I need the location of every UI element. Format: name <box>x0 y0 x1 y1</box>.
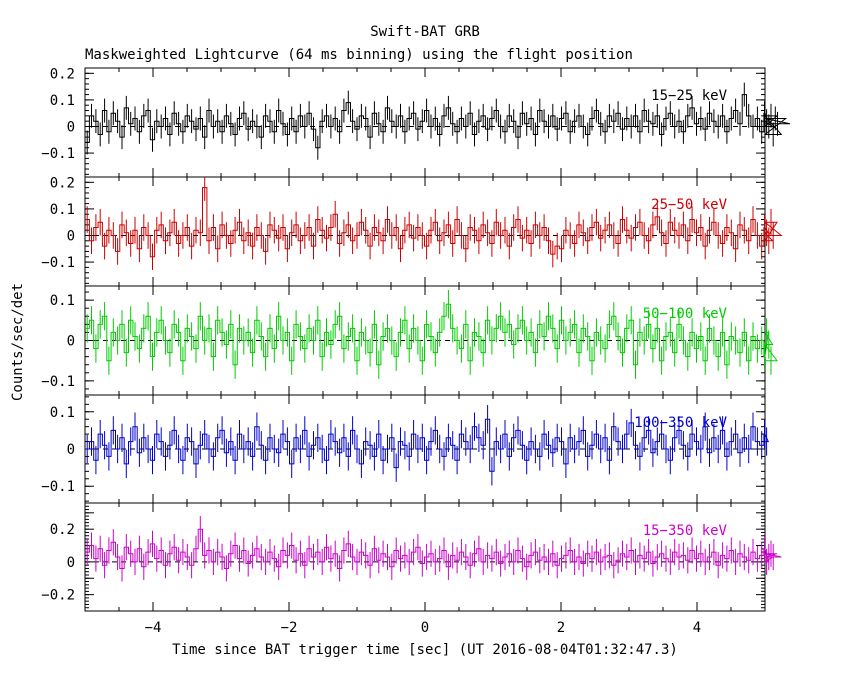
panel-2-ytick-label: 0 <box>67 228 75 244</box>
panel-3-series-line <box>85 303 778 366</box>
panel-5-band-label: 15−350 keV <box>643 523 728 539</box>
panel-1-series-line <box>85 94 791 149</box>
panel-1-band-label: 15−25 keV <box>651 88 727 104</box>
chart-subtitle: Maskweighted Lightcurve (64 ms binning) … <box>85 47 633 63</box>
panel-3-band-label: 50−100 keV <box>643 306 728 322</box>
xtick-label: −4 <box>145 620 162 636</box>
panel-4-ytick-label: 0 <box>67 442 75 458</box>
panel-2-ytick-label: 0.2 <box>50 175 75 191</box>
panel-1-ytick-label: 0.1 <box>50 93 75 109</box>
panel-1-ytick-label: 0 <box>67 119 75 135</box>
y-axis-label: Counts/sec/det <box>10 283 26 401</box>
panel-3-ytick-label: −0.1 <box>41 374 75 390</box>
panels: −0.1 0 0.1 0.2 15−25 keV −0.1 0 0.1 0.2 25−50 keV… <box>41 66 791 636</box>
panel-1-ytick-label: 0.2 <box>50 66 75 82</box>
panel-5-ytick-label: −0.2 <box>41 588 75 604</box>
panel-2-band-label: 25−50 keV <box>651 197 727 213</box>
panel-5-series-line <box>85 528 782 569</box>
panel-3-ytick-label: 0 <box>67 334 75 350</box>
panel-3-ytick-label: 0.1 <box>50 293 75 309</box>
panel-4-series-line <box>85 418 770 472</box>
panel-1-ytick-label: −0.1 <box>41 146 75 162</box>
xtick-label: 4 <box>693 620 701 636</box>
panel-4-band-label: 100−350 keV <box>634 415 727 431</box>
panel-5-ytick-label: 0 <box>67 555 75 571</box>
xtick-label: 0 <box>421 620 429 636</box>
panel-2-ytick-label: 0.1 <box>50 202 75 218</box>
panel-4-ytick-label: 0.1 <box>50 405 75 421</box>
panel-2-series-line <box>85 187 783 258</box>
xtick-label: 2 <box>557 620 565 636</box>
panel-4-ytick-label: −0.1 <box>41 479 75 495</box>
x-axis-label: Time since BAT trigger time [sec] (UT 20… <box>172 642 678 658</box>
xtick-label: −2 <box>281 620 298 636</box>
chart-title: Swift-BAT GRB <box>370 24 480 40</box>
panel-5-ytick-label: 0.2 <box>50 522 75 538</box>
panel-2-error-bars <box>86 177 774 270</box>
panel-2-ytick-label: −0.1 <box>41 255 75 271</box>
